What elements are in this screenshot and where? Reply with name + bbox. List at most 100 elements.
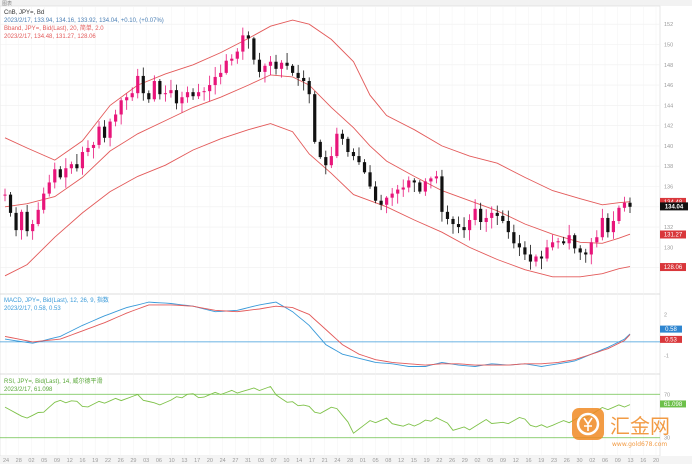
candle [42, 187, 46, 214]
symbol-line: CnB, JPY=, Bd [4, 10, 44, 16]
candle [263, 63, 267, 83]
date-tick-label: 26 [564, 458, 570, 464]
candle [595, 230, 599, 248]
candle-body [279, 62, 284, 69]
date-tick-label: 20 [207, 458, 213, 464]
date-tick-label: 09 [500, 458, 506, 464]
candle-body [523, 247, 527, 255]
candle-body [180, 97, 184, 104]
candle-body [268, 61, 273, 66]
candle [584, 248, 588, 263]
candle-body [506, 220, 510, 233]
candle-body [291, 65, 295, 73]
candle-body [595, 237, 599, 243]
date-tick-label: 22 [105, 458, 111, 464]
candle [163, 85, 167, 102]
candle-body [545, 247, 549, 259]
candle [385, 196, 389, 214]
date-tick-label: 09 [54, 458, 60, 464]
candle [241, 27, 245, 60]
date-tick-label: 13 [181, 458, 187, 464]
main-panel-frame [0, 5, 661, 295]
candle-body [362, 162, 367, 173]
candle-body [423, 181, 427, 192]
candle [468, 214, 472, 241]
candle-body [539, 256, 544, 259]
band-middle [4, 74, 631, 244]
candle-body [230, 58, 234, 61]
candle-body [501, 215, 505, 221]
signal-tag: 0.53 [660, 335, 682, 343]
candle [230, 54, 234, 66]
price-tick-label: 142 [664, 124, 673, 130]
candle [479, 202, 483, 230]
date-tick-label: 02 [475, 458, 481, 464]
macd-values: 2023/2/17, 0.58, 0.53 [4, 306, 61, 312]
candle [396, 184, 400, 204]
candle [473, 199, 477, 226]
candle-body [550, 242, 555, 248]
candle-body [64, 168, 68, 178]
candle [291, 64, 295, 76]
rsi-series-line [4, 385, 631, 434]
date-tick-label: 06 [156, 458, 162, 464]
candle [219, 64, 223, 85]
svg-text:0.58: 0.58 [665, 327, 677, 333]
candle-body [136, 75, 140, 94]
candle-body [318, 141, 322, 158]
candle [213, 66, 217, 95]
date-tick-label: 13 [627, 458, 633, 464]
bands-values: 2023/2/17, 134.48, 131.27, 128.06 [4, 34, 96, 40]
candle-body [534, 256, 538, 262]
candle-body [562, 241, 566, 244]
candle-body [235, 51, 239, 59]
candle-body [578, 248, 582, 253]
candle [224, 54, 228, 75]
candle [125, 93, 129, 110]
candle [147, 90, 151, 103]
macd-tag: 0.58 [660, 325, 682, 333]
price-tick-label: 144 [664, 103, 673, 109]
candle-body [97, 126, 101, 145]
candle-body [357, 156, 361, 163]
candle [141, 67, 145, 101]
candle [418, 180, 422, 194]
candle-body [31, 224, 35, 232]
candle-body [490, 212, 494, 218]
date-tick-label: 27 [232, 458, 238, 464]
date-tick-label: 28 [347, 458, 353, 464]
candle-body [373, 186, 378, 201]
candle-body [102, 126, 107, 138]
candle-body [517, 243, 521, 248]
date-tick-label: 31 [245, 458, 251, 464]
candle-body [14, 212, 18, 231]
candle-body [108, 121, 112, 138]
candle-body [58, 169, 62, 178]
candle-body [335, 133, 339, 157]
candle-body [473, 208, 477, 220]
candle [302, 70, 306, 91]
candle-body [385, 197, 389, 205]
candle-body [573, 235, 577, 249]
candle [268, 56, 273, 76]
candle-body [606, 217, 610, 233]
candle [152, 75, 156, 102]
date-tick-label: 03 [143, 458, 149, 464]
candle [501, 210, 505, 224]
candle-body [296, 72, 300, 78]
candle [31, 219, 35, 240]
candle-body [462, 227, 466, 231]
candle-body [91, 144, 96, 148]
candle [58, 166, 62, 180]
candle-body [86, 147, 90, 153]
candle [617, 205, 621, 225]
candle [158, 79, 162, 100]
candle-body [169, 90, 173, 94]
candle [412, 178, 416, 193]
candle [429, 176, 433, 189]
candle [19, 209, 24, 240]
candle [567, 224, 571, 250]
candle-body [611, 220, 616, 233]
candle [434, 170, 439, 184]
candle [257, 52, 262, 78]
